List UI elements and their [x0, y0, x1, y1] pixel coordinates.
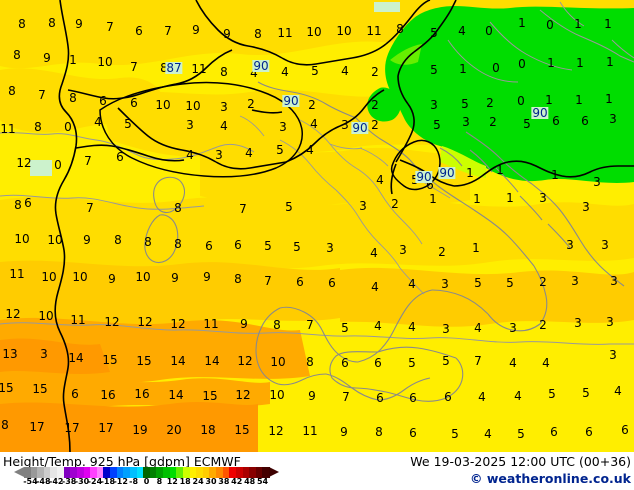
colorbar-tick-label: 54	[256, 477, 269, 486]
islands-coastline	[144, 176, 186, 264]
colorbar-tick-label: -38	[61, 477, 77, 486]
colorbar-swatch	[189, 467, 197, 478]
colorbar-swatch	[176, 467, 184, 478]
colorbar-tick-label: 42	[231, 477, 243, 486]
colorbar-tick-label: 30	[205, 477, 217, 486]
colorbar-swatch	[129, 467, 138, 478]
colorbar-swatch	[83, 467, 91, 478]
colorbar-tick-label: -18	[100, 477, 116, 486]
colorbar-swatch	[70, 467, 78, 478]
colorbar-tick-label: 38	[218, 477, 230, 486]
colorbar-swatch	[156, 467, 164, 478]
shade-yellowgreen-edge	[440, 146, 486, 178]
colorbar-tick-label: 0	[143, 477, 150, 486]
colorbar-swatch	[103, 467, 111, 478]
colorbar-swatch	[249, 467, 257, 478]
colorbar-swatch	[255, 467, 263, 478]
shade-lightorange-south	[0, 260, 340, 326]
colorbar-swatch	[229, 467, 237, 478]
colorbar-tick-label: -8	[129, 477, 139, 486]
shade-green-topband	[390, 44, 422, 65]
colorbar-tick-label: 12	[166, 477, 178, 486]
colorbar-swatch	[57, 467, 65, 478]
colorbar	[24, 467, 270, 478]
colorbar-tick-labels: -54 -48 -42 -38 -30 -24 -18 -12 -8 0 8 12 18 24 30 38 42…	[0, 477, 300, 487]
national-borders	[54, 0, 634, 452]
colorbar-tick-label: 8	[156, 477, 163, 486]
shade-deeporange-bottom	[0, 402, 258, 452]
colorbar-tick-label: 48	[244, 477, 256, 486]
colorbar-swatch	[242, 467, 250, 478]
colorbar-swatch	[37, 467, 45, 478]
colorbar-swatch	[235, 467, 244, 478]
shade-gold-po	[200, 147, 470, 209]
map-canvas[interactable]: 8 8 9 7 6 7 9 9 8 11 10 10 11 8 8 9 1 10 7 8 11 8 4 4 5 4 2 5 4 0 1 0 1 1…	[0, 0, 634, 452]
colorbar-swatch	[50, 467, 58, 478]
figure-footer: Height/Temp. 925 hPa [gdpm] ECMWF We 19-…	[0, 452, 634, 490]
balkan-coastline	[439, 131, 625, 287]
colorbar-swatch	[163, 467, 171, 478]
copyright-notice: © weatheronline.co.uk	[470, 471, 631, 486]
shade-green-tiny-left	[30, 160, 52, 176]
colorbar-swatch	[90, 467, 98, 478]
colorbar-high-arrow	[269, 467, 279, 477]
coastline-layer	[0, 1, 634, 345]
colorbar-swatch	[110, 467, 118, 478]
colorbar-swatch	[222, 467, 230, 478]
colorbar-swatch	[43, 467, 52, 478]
colorbar-swatch	[76, 467, 85, 478]
colorbar-swatch	[216, 467, 224, 478]
colorbar-swatch	[169, 467, 177, 478]
shade-green-ne	[385, 6, 634, 183]
colorbar-tick-label: -54	[23, 477, 38, 486]
colorbar-tick-label: -42	[49, 477, 64, 486]
region-borders	[239, 115, 451, 295]
colorbar-tick-label: 24	[192, 477, 204, 486]
colorbar-swatch	[196, 467, 204, 478]
colorbar-swatch	[262, 467, 270, 478]
shade-green-tiny-top	[374, 2, 400, 12]
figure-title: Height/Temp. 925 hPa [gdpm] ECMWF	[3, 454, 241, 469]
colorbar-swatch	[24, 467, 32, 478]
colorbar-low-arrow	[14, 467, 24, 477]
colorbar-tick-label: -30	[74, 477, 90, 486]
colorbar-tick-label: -24	[87, 477, 103, 486]
colorbar-swatch	[123, 467, 131, 478]
colorbar-tick-label: -48	[36, 477, 51, 486]
shade-deeporange-bottom2	[0, 338, 110, 374]
shade-lightorange-se	[340, 267, 634, 327]
colorbar-swatch	[209, 467, 217, 478]
italy-coastline	[255, 81, 548, 401]
colorbar-tick-label: 18	[179, 477, 191, 486]
map-svg	[0, 0, 634, 452]
colorbar-swatch	[30, 467, 38, 478]
colorbar-swatch	[116, 467, 124, 478]
sicily-coastline	[329, 346, 464, 402]
colorbar-swatch	[182, 467, 191, 478]
colorbar-swatch	[136, 467, 144, 478]
colorbar-swatch	[202, 467, 210, 478]
colorbar-swatch	[96, 467, 105, 478]
colorbar-swatch	[149, 467, 158, 478]
colorbar-swatch	[63, 467, 71, 478]
colorbar-swatch	[143, 467, 151, 478]
shade-orange-s2	[0, 375, 270, 410]
valid-datetime: We 19-03-2025 12:00 UTC (00+36)	[410, 454, 631, 469]
colorbar-tick-label: -12	[113, 477, 128, 486]
